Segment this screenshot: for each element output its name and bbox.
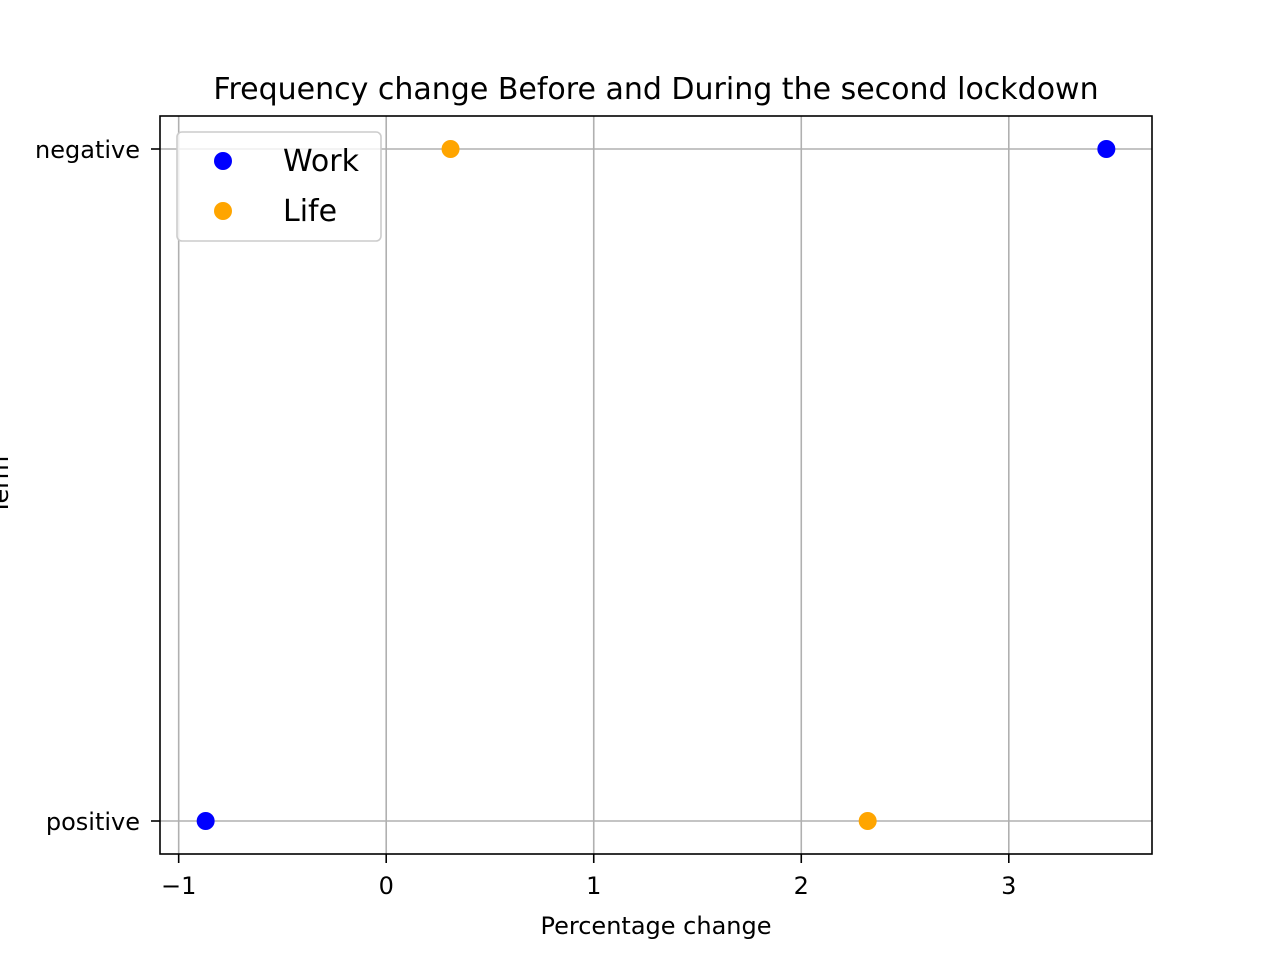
legend-label-work: Work: [283, 144, 360, 179]
data-point-work: [196, 812, 215, 830]
data-points: [196, 140, 1116, 830]
x-tick-label: 0: [379, 872, 394, 900]
legend-marker-work: [214, 152, 232, 170]
x-tick-label: 2: [794, 872, 809, 900]
x-axis-ticks: −1 0 1 2 3: [161, 854, 1016, 900]
x-tick-label: 3: [1001, 872, 1016, 900]
y-axis-ticks: positive negative: [35, 136, 160, 836]
axes-frame: [159, 115, 1153, 855]
legend-marker-life: [214, 202, 232, 220]
legend-label-life: Life: [283, 194, 337, 229]
data-point-life: [441, 140, 460, 158]
x-axis-label: Percentage change: [541, 912, 772, 940]
data-point-life: [858, 812, 877, 830]
x-tick-label: 1: [586, 872, 601, 900]
plot-area: [159, 115, 1153, 855]
legend: Work Life: [176, 131, 382, 242]
y-tick-label: negative: [35, 136, 140, 164]
y-axis-label: Term: [0, 456, 14, 515]
data-point-work: [1097, 140, 1116, 158]
x-tick-label: −1: [161, 872, 196, 900]
chart-title: Frequency change Before and During the s…: [213, 72, 1098, 107]
y-tick-label: positive: [46, 808, 140, 836]
